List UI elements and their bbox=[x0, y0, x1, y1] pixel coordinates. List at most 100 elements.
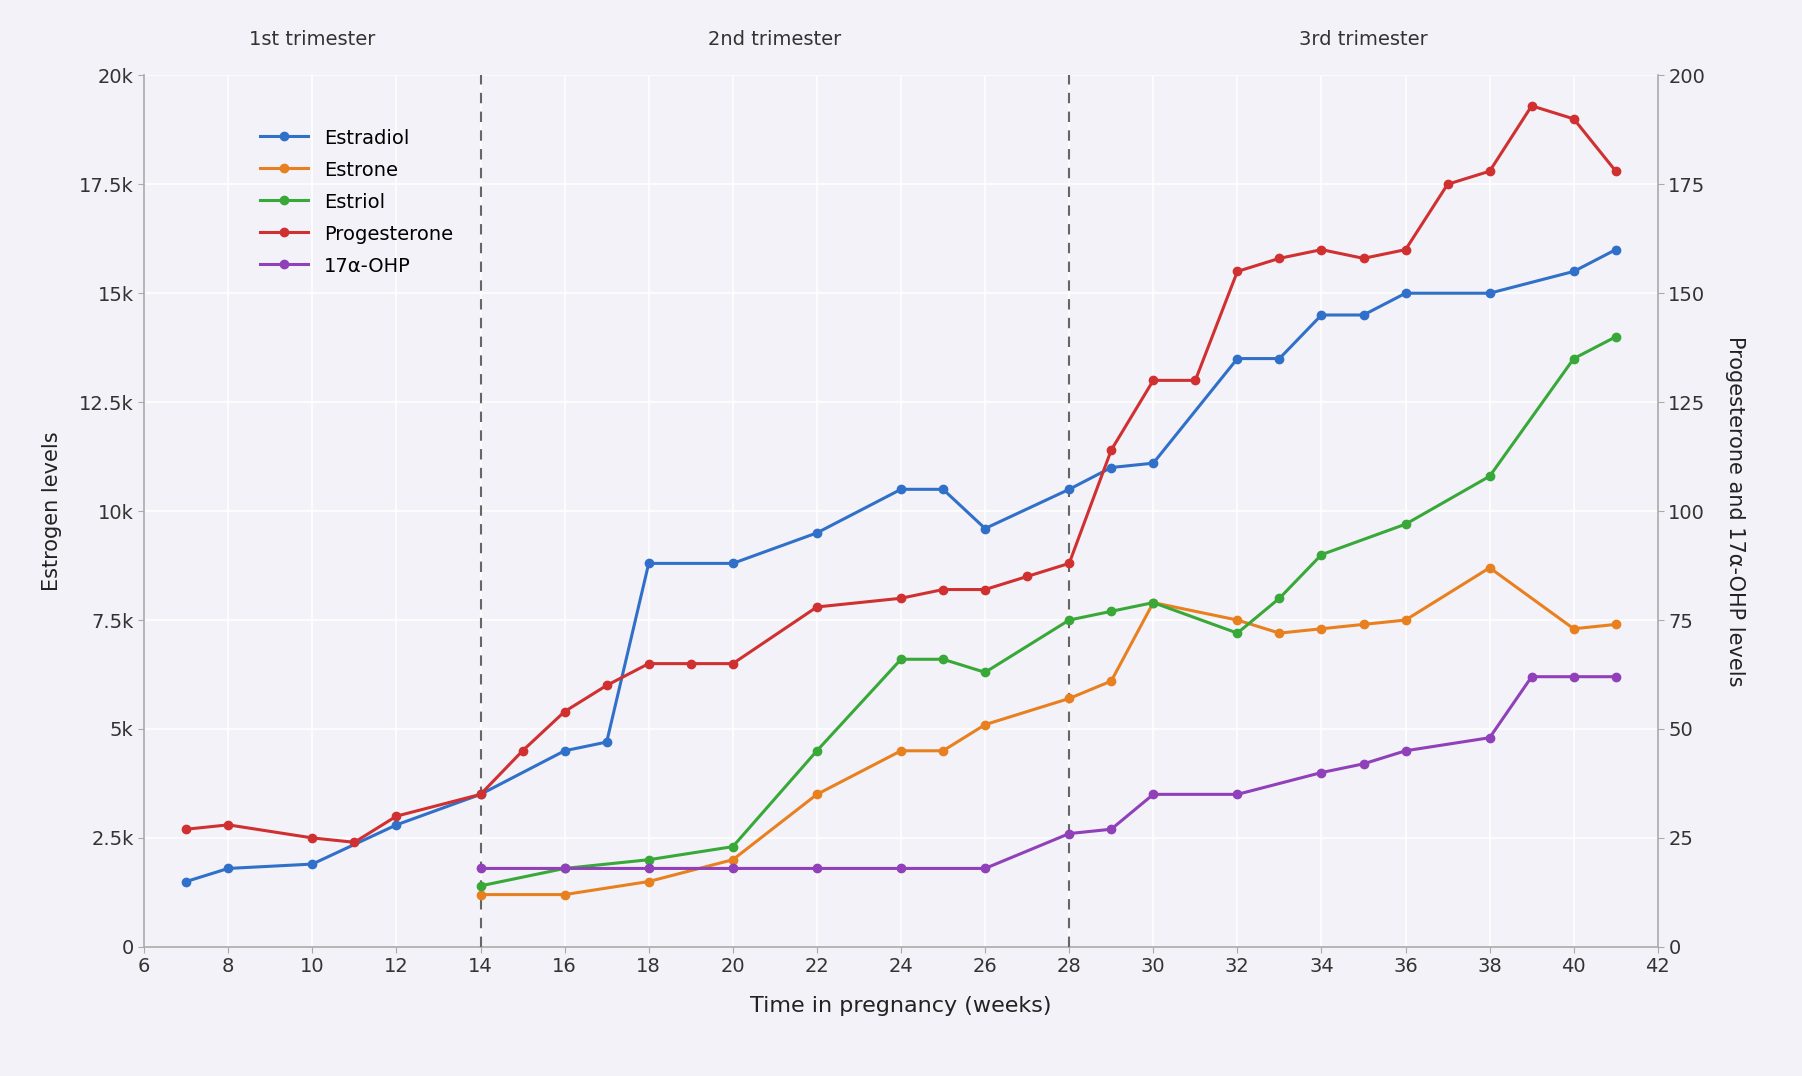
Progesterone bbox=[679, 657, 701, 670]
Estradiol bbox=[1353, 309, 1375, 322]
Estrone bbox=[723, 853, 744, 866]
Progesterone bbox=[1562, 112, 1584, 125]
Progesterone bbox=[1016, 570, 1038, 583]
Line: Progesterone: Progesterone bbox=[182, 101, 1620, 847]
Estradiol bbox=[218, 862, 240, 875]
Estradiol bbox=[596, 736, 618, 749]
Estrone bbox=[553, 888, 575, 901]
Estrone bbox=[1058, 692, 1079, 705]
Estriol bbox=[1269, 592, 1290, 605]
Text: 3rd trimester: 3rd trimester bbox=[1299, 30, 1427, 49]
Estradiol bbox=[175, 875, 196, 888]
Estradiol bbox=[1101, 461, 1123, 473]
Progesterone bbox=[218, 819, 240, 832]
Progesterone bbox=[512, 745, 533, 758]
X-axis label: Time in pregnancy (weeks): Time in pregnancy (weeks) bbox=[750, 995, 1052, 1016]
Estradiol bbox=[975, 522, 997, 535]
Estrone bbox=[932, 745, 953, 758]
17α-OHP bbox=[723, 862, 744, 875]
Estradiol bbox=[638, 557, 660, 570]
Progesterone bbox=[1101, 443, 1123, 456]
Estrone bbox=[1562, 622, 1584, 635]
Progesterone bbox=[1395, 243, 1416, 256]
Line: Estriol: Estriol bbox=[476, 332, 1620, 890]
17α-OHP bbox=[1101, 823, 1123, 836]
Estradiol bbox=[386, 819, 407, 832]
Progesterone bbox=[1310, 243, 1332, 256]
Line: Estrone: Estrone bbox=[476, 564, 1620, 898]
Estradiol bbox=[1142, 456, 1164, 469]
Estriol bbox=[638, 853, 660, 866]
Progesterone bbox=[1058, 557, 1079, 570]
Estrone bbox=[1606, 618, 1627, 631]
Progesterone bbox=[932, 583, 953, 596]
17α-OHP bbox=[805, 862, 827, 875]
Progesterone bbox=[805, 600, 827, 613]
Estradiol bbox=[932, 483, 953, 496]
Estriol bbox=[553, 862, 575, 875]
17α-OHP bbox=[1142, 788, 1164, 801]
Progesterone bbox=[596, 679, 618, 692]
Estrone bbox=[1142, 596, 1164, 609]
Estriol bbox=[1562, 352, 1584, 365]
Estrone bbox=[805, 788, 827, 801]
Estradiol bbox=[470, 788, 492, 801]
Estradiol bbox=[1310, 309, 1332, 322]
Text: 1st trimester: 1st trimester bbox=[249, 30, 375, 49]
Y-axis label: Progesterone and 17α-OHP levels: Progesterone and 17α-OHP levels bbox=[1725, 336, 1744, 686]
Estradiol bbox=[890, 483, 912, 496]
Line: Estradiol: Estradiol bbox=[182, 245, 1620, 886]
17α-OHP bbox=[1227, 788, 1249, 801]
17α-OHP bbox=[890, 862, 912, 875]
17α-OHP bbox=[638, 862, 660, 875]
Estradiol bbox=[1058, 483, 1079, 496]
Estriol bbox=[1227, 626, 1249, 639]
17α-OHP bbox=[1562, 670, 1584, 683]
Estriol bbox=[1310, 548, 1332, 561]
Estriol bbox=[1606, 330, 1627, 343]
Progesterone bbox=[386, 809, 407, 822]
17α-OHP bbox=[1479, 732, 1501, 745]
17α-OHP bbox=[975, 862, 997, 875]
Estriol bbox=[1479, 470, 1501, 483]
Estradiol bbox=[1606, 243, 1627, 256]
Estrone bbox=[1227, 613, 1249, 626]
17α-OHP bbox=[1606, 670, 1627, 683]
Estriol bbox=[470, 879, 492, 892]
Progesterone bbox=[1269, 252, 1290, 265]
Estrone bbox=[1310, 622, 1332, 635]
Progesterone bbox=[344, 836, 366, 849]
Estradiol bbox=[1479, 286, 1501, 299]
Progesterone bbox=[638, 657, 660, 670]
Estrone bbox=[470, 888, 492, 901]
Estradiol bbox=[1227, 352, 1249, 365]
Estrone bbox=[890, 745, 912, 758]
Estriol bbox=[890, 653, 912, 666]
17α-OHP bbox=[470, 862, 492, 875]
Estriol bbox=[1142, 596, 1164, 609]
Progesterone bbox=[1521, 99, 1543, 112]
Estriol bbox=[723, 840, 744, 853]
17α-OHP bbox=[1310, 766, 1332, 779]
Progesterone bbox=[301, 832, 323, 845]
Progesterone bbox=[1227, 265, 1249, 278]
Estrone bbox=[1269, 626, 1290, 639]
Progesterone bbox=[553, 705, 575, 718]
Estriol bbox=[1395, 518, 1416, 530]
17α-OHP bbox=[1058, 827, 1079, 840]
Estriol bbox=[975, 666, 997, 679]
Progesterone bbox=[1353, 252, 1375, 265]
Estrone bbox=[1395, 613, 1416, 626]
Estrone bbox=[638, 875, 660, 888]
Progesterone bbox=[470, 788, 492, 801]
17α-OHP bbox=[1395, 745, 1416, 758]
Line: 17α-OHP: 17α-OHP bbox=[476, 672, 1620, 873]
Estradiol bbox=[1562, 265, 1584, 278]
Progesterone bbox=[175, 823, 196, 836]
Estriol bbox=[805, 745, 827, 758]
Progesterone bbox=[1184, 373, 1206, 386]
Progesterone bbox=[975, 583, 997, 596]
Estrone bbox=[1101, 675, 1123, 688]
17α-OHP bbox=[1353, 758, 1375, 770]
Estradiol bbox=[1269, 352, 1290, 365]
